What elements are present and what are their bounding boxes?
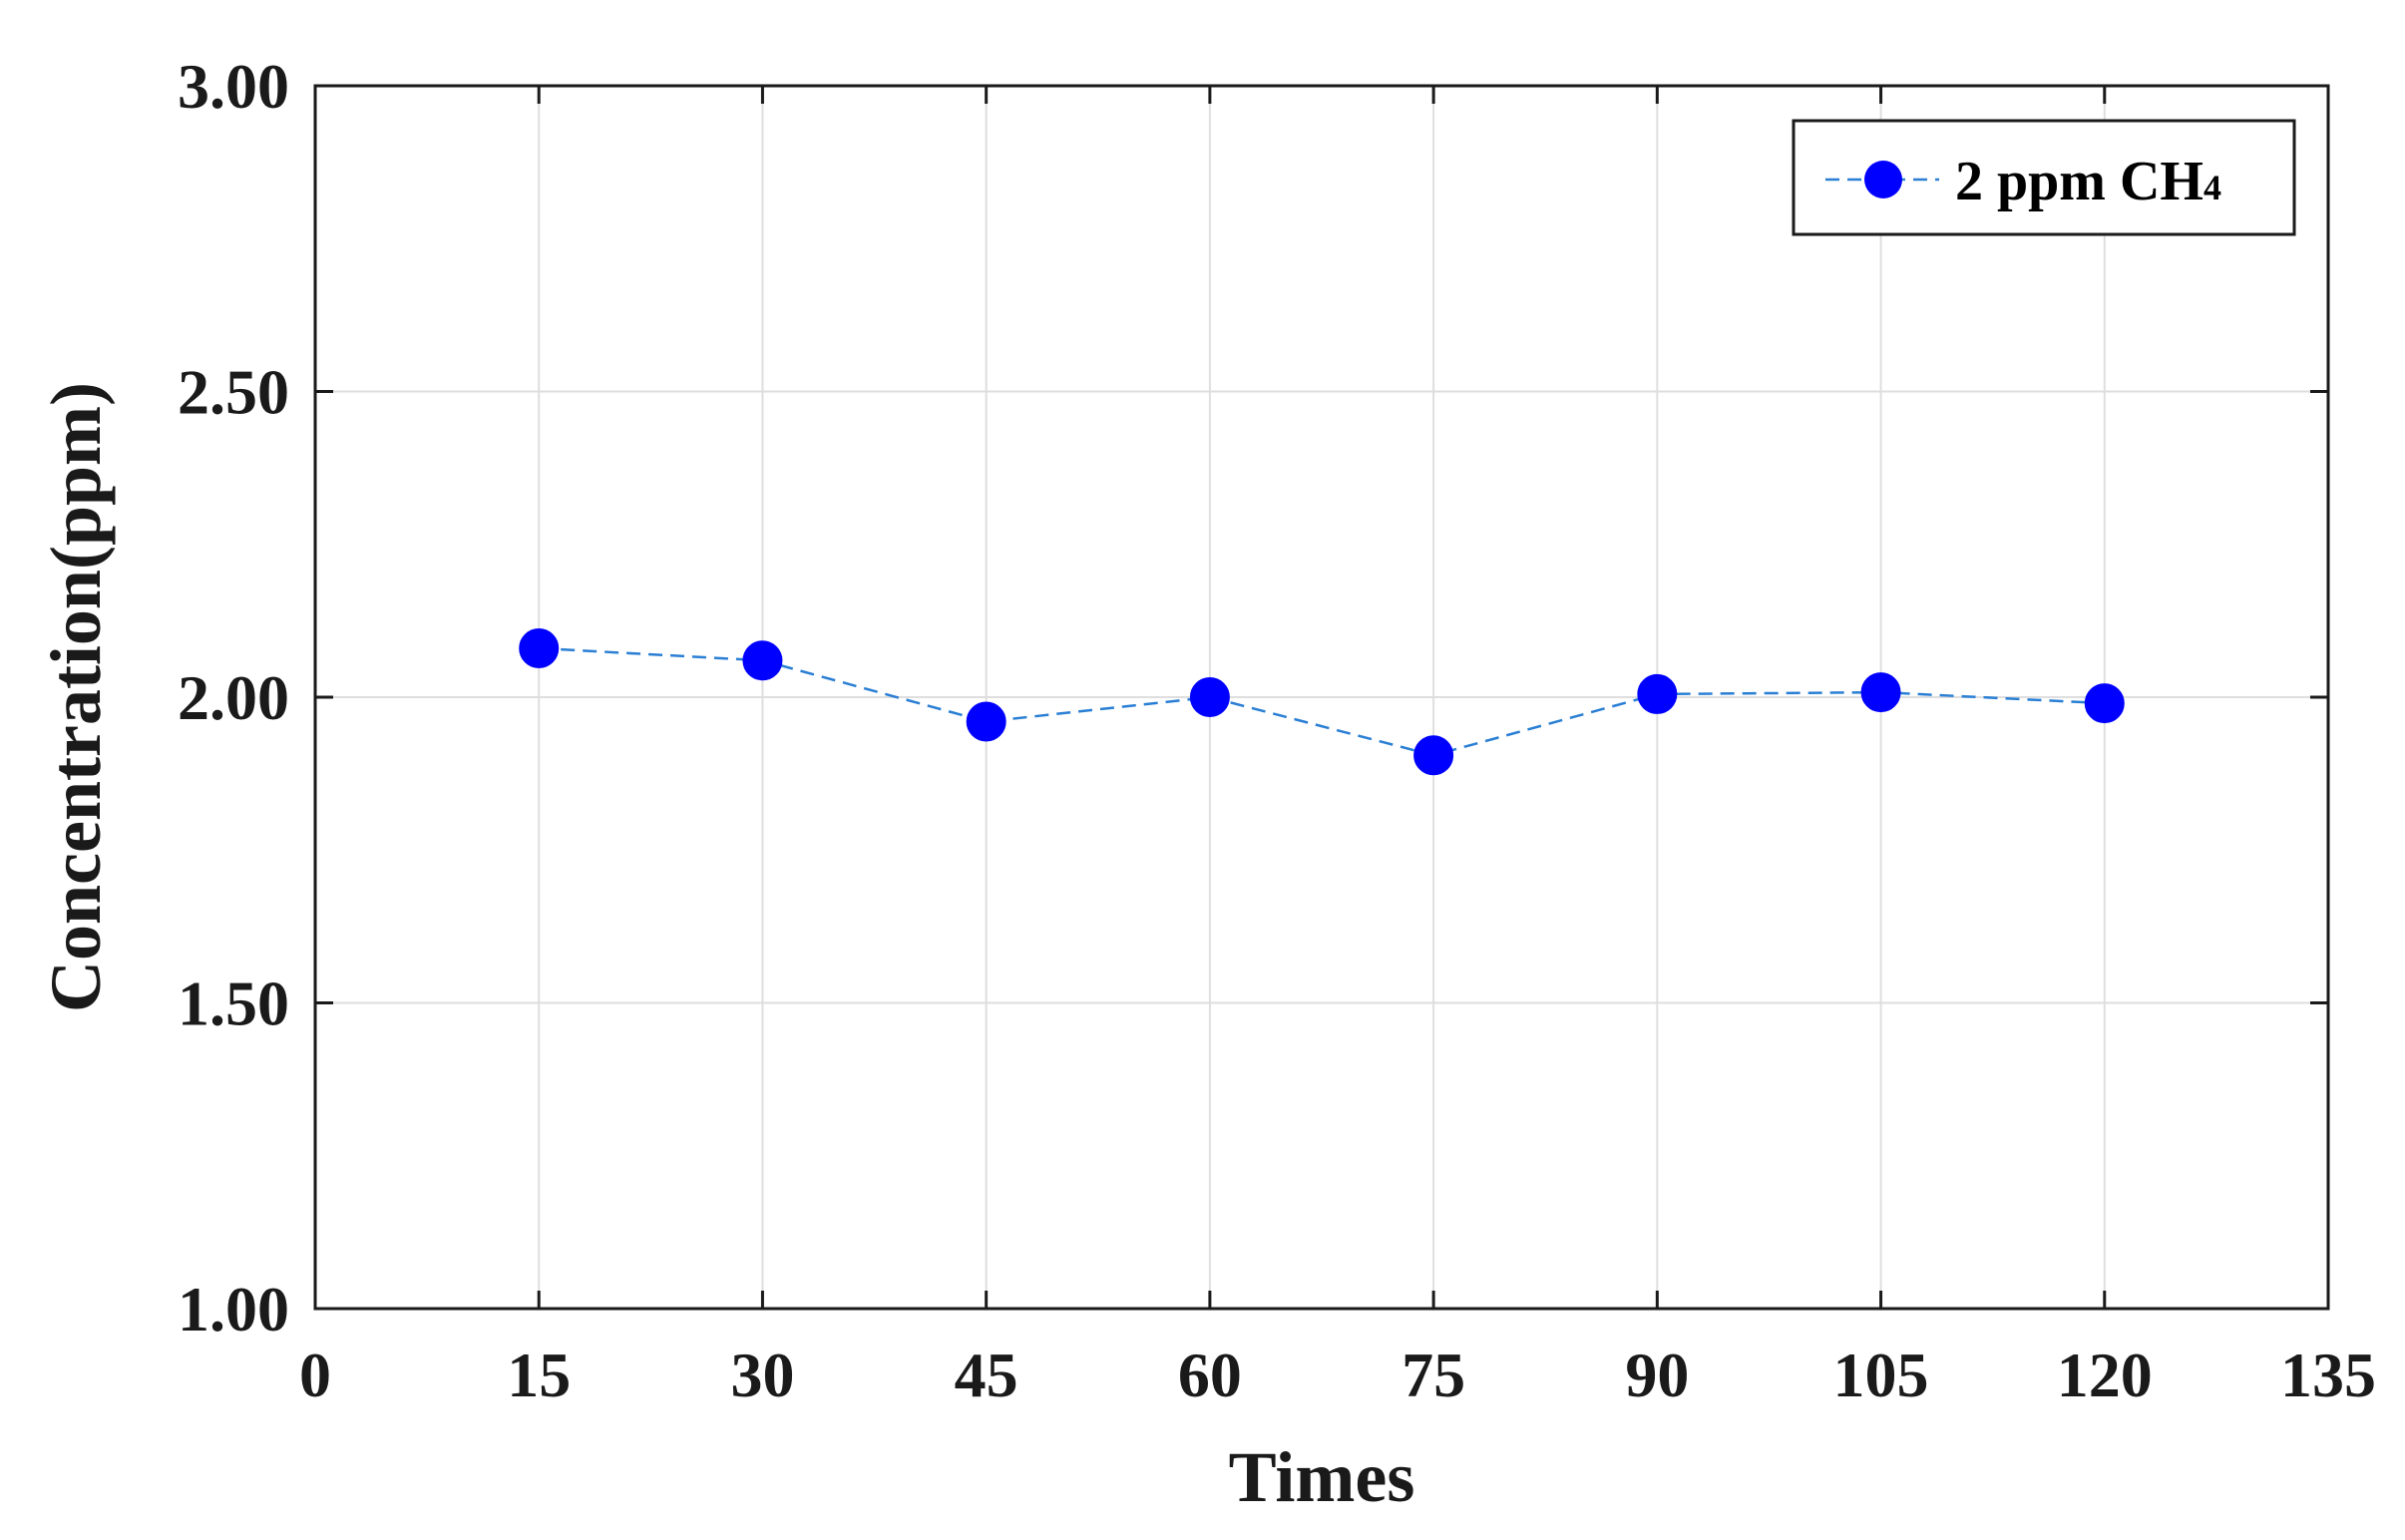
legend-label-subscript: 4 <box>2204 168 2221 207</box>
series-layer <box>519 627 2125 776</box>
grid-lines <box>314 85 2329 1310</box>
y-tick-label: 2.00 <box>178 662 289 733</box>
data-point <box>2084 683 2125 724</box>
y-tick-label: 1.00 <box>178 1274 289 1345</box>
x-tick-label: 75 <box>1402 1340 1465 1410</box>
x-tick-label: 0 <box>299 1340 331 1410</box>
y-axis-title: Concentration(ppm) <box>36 382 116 1012</box>
x-tick-label: 45 <box>955 1340 1018 1410</box>
x-tick-label: 30 <box>730 1340 794 1410</box>
axis-ticks <box>313 84 2330 1311</box>
data-point <box>966 701 1006 742</box>
legend-label-main: 2 ppm CH <box>1955 151 2204 212</box>
x-tick-label: 135 <box>2280 1340 2376 1410</box>
legend: 2 ppm CH4 <box>1792 119 2296 236</box>
series-line <box>539 646 2105 757</box>
y-tick-label: 2.50 <box>178 357 289 428</box>
x-tick-label: 105 <box>1833 1340 1929 1410</box>
y-tick-label: 3.00 <box>178 51 289 122</box>
legend-marker <box>1864 161 1902 198</box>
x-tick-label: 90 <box>1625 1340 1689 1410</box>
tick-labels: 0 15 30 45 60 75 90 105 120 135 1.00 1.50 2.00 2.50 3.… <box>178 51 2376 1410</box>
y-tick-label: 1.50 <box>178 968 289 1039</box>
data-point <box>1413 735 1454 776</box>
x-tick-label: 15 <box>507 1340 571 1410</box>
x-tick-label: 120 <box>2057 1340 2153 1410</box>
data-point <box>1637 673 1678 714</box>
data-point <box>1189 677 1230 717</box>
data-point <box>1860 672 1901 713</box>
data-point <box>519 627 560 668</box>
data-point <box>742 640 783 681</box>
x-axis-title: Times <box>1229 1437 1415 1517</box>
x-tick-label: 60 <box>1178 1340 1242 1410</box>
legend-label: 2 ppm CH4 <box>1955 151 2221 212</box>
